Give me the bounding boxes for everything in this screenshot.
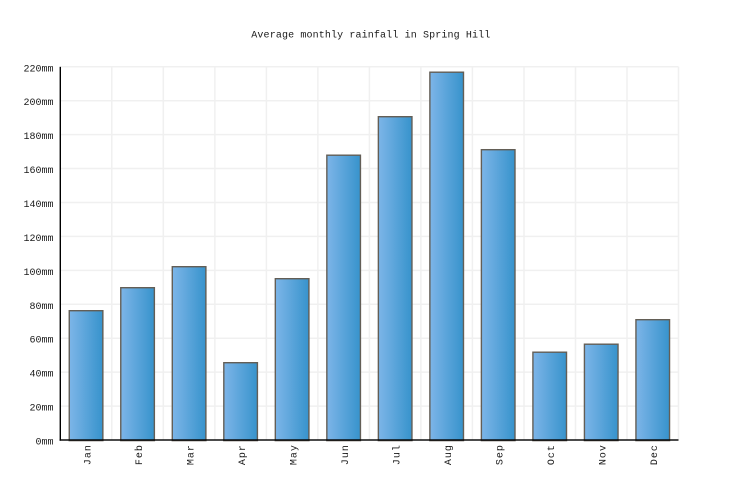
svg-text:Jun: Jun [341, 445, 352, 465]
svg-text:20mm: 20mm [29, 404, 53, 415]
svg-text:140mm: 140mm [23, 200, 53, 211]
svg-text:Sep: Sep [496, 445, 507, 465]
svg-text:180mm: 180mm [23, 132, 53, 143]
svg-text:Mar: Mar [187, 445, 198, 465]
svg-text:160mm: 160mm [23, 166, 53, 177]
svg-text:0mm: 0mm [35, 438, 53, 449]
svg-text:40mm: 40mm [29, 370, 53, 381]
svg-text:200mm: 200mm [23, 98, 53, 109]
svg-text:Feb: Feb [134, 445, 146, 465]
svg-text:Dec: Dec [650, 445, 661, 465]
svg-text:220mm: 220mm [23, 64, 53, 75]
svg-text:80mm: 80mm [29, 302, 53, 313]
svg-text:Apr: Apr [238, 445, 249, 465]
svg-text:Aug: Aug [444, 445, 455, 465]
svg-text:Jul: Jul [392, 445, 404, 465]
svg-text:Jan: Jan [84, 445, 95, 465]
svg-text:120mm: 120mm [23, 234, 53, 245]
svg-text:Average monthly rainfall in Sp: Average monthly rainfall in Spring Hill [251, 29, 490, 41]
svg-text:Nov: Nov [599, 445, 610, 465]
svg-text:Oct: Oct [547, 445, 558, 465]
svg-text:May: May [290, 445, 301, 465]
svg-text:100mm: 100mm [23, 268, 53, 279]
svg-text:60mm: 60mm [29, 336, 53, 347]
